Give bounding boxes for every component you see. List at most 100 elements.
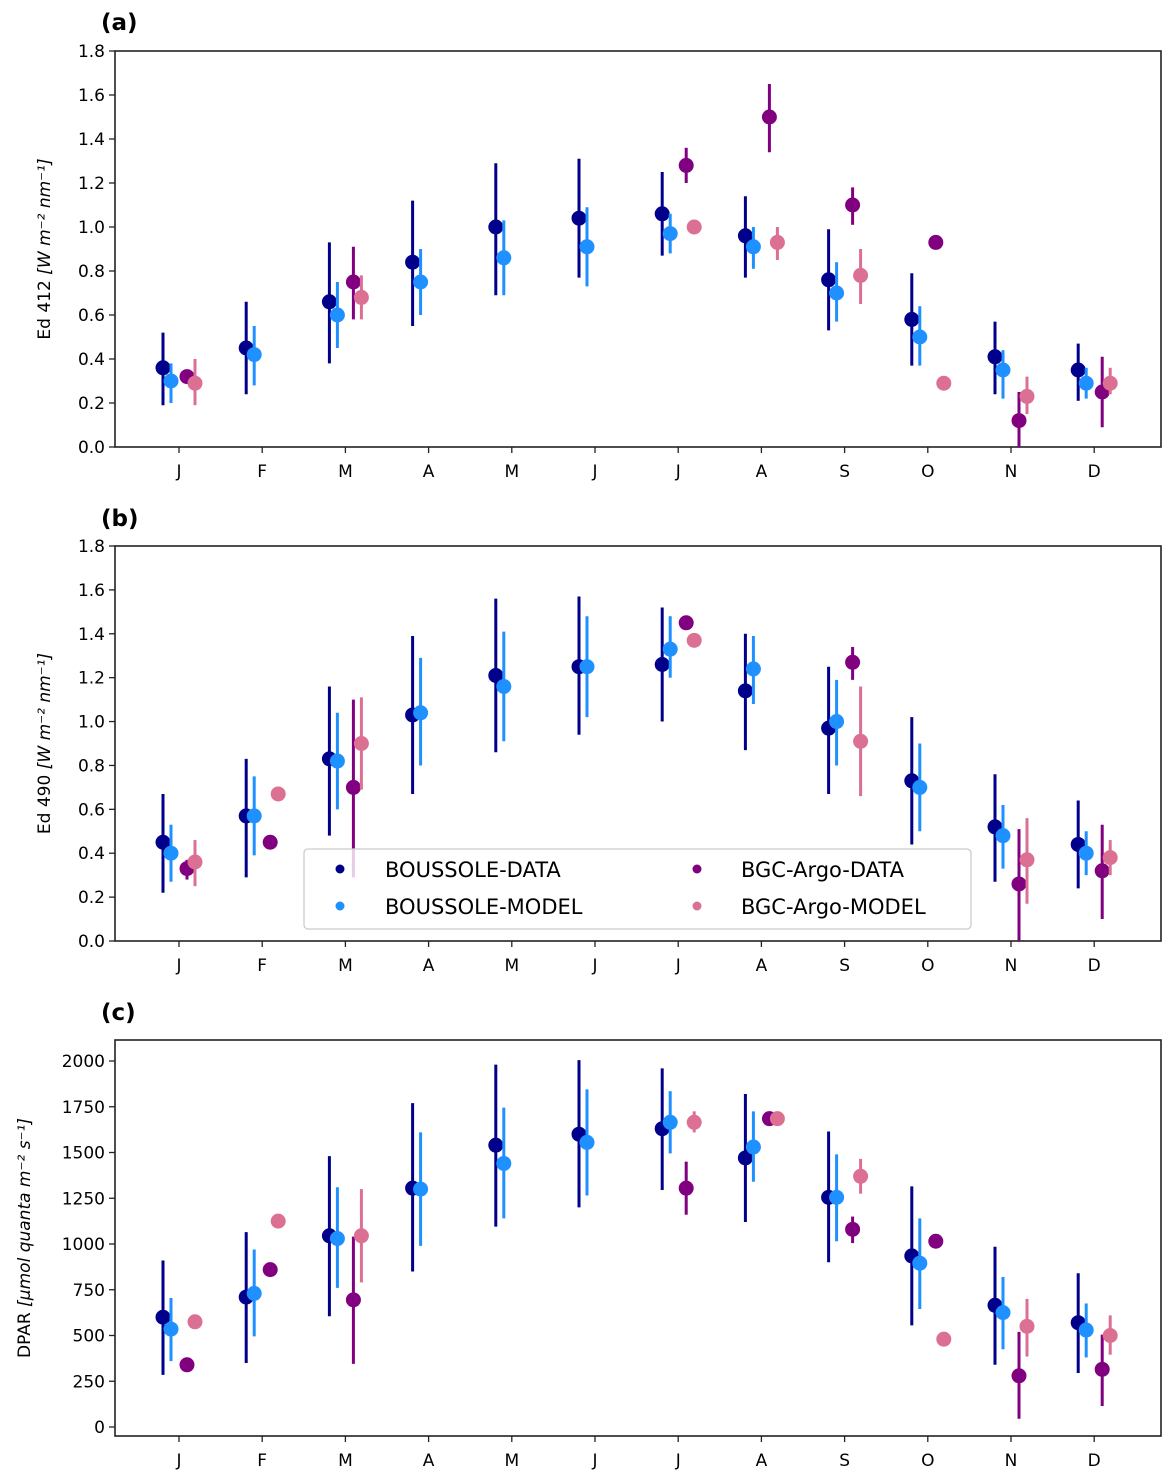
x-tick-label: M <box>338 956 353 976</box>
data-point <box>246 1285 262 1301</box>
x-tick-label: J <box>591 956 597 976</box>
data-point <box>155 1309 171 1325</box>
panel-label: (a) <box>101 10 138 36</box>
data-point <box>995 362 1011 378</box>
data-point <box>488 1137 504 1153</box>
y-tick-label: 500 <box>73 1327 105 1347</box>
y-axis-label: DPAR [µmol quanta m⁻² s⁻¹] <box>15 1118 35 1358</box>
data-point <box>845 197 861 213</box>
x-tick-label: D <box>1088 1451 1101 1471</box>
data-point <box>987 349 1003 365</box>
data-point <box>413 705 429 721</box>
axes-frame <box>114 1039 1162 1437</box>
data-point <box>1102 375 1118 391</box>
data-point <box>345 779 361 795</box>
y-tick-label: 1.0 <box>78 218 105 238</box>
data-point <box>853 267 869 283</box>
data-point <box>1019 852 1035 868</box>
series-argo-model <box>187 219 1118 414</box>
data-point <box>1019 1318 1035 1334</box>
data-point <box>745 239 761 255</box>
x-tick-label: A <box>423 462 435 482</box>
y-tick-label: 0.8 <box>78 262 105 282</box>
data-point <box>769 1111 785 1127</box>
y-tick-label: 1750 <box>62 1098 105 1118</box>
x-tick-label: O <box>921 462 934 482</box>
data-point <box>912 329 928 345</box>
data-point <box>155 834 171 850</box>
data-point <box>845 1221 861 1237</box>
y-tick-label: 1000 <box>62 1235 105 1255</box>
x-tick-label: A <box>423 956 435 976</box>
data-point <box>829 285 845 301</box>
y-tick-label: 1.6 <box>78 581 105 601</box>
data-point <box>329 307 345 323</box>
x-tick-label: J <box>591 1451 597 1471</box>
legend-marker-argo-data <box>692 864 702 874</box>
y-axis-label-main: Ed 412 <box>35 275 55 340</box>
x-tick-label: S <box>839 462 850 482</box>
data-point <box>1094 1361 1110 1377</box>
data-point <box>853 1168 869 1184</box>
data-point <box>654 657 670 672</box>
data-point <box>1102 850 1118 866</box>
data-point <box>678 1180 694 1196</box>
data-point <box>155 360 171 376</box>
data-point <box>912 1255 928 1271</box>
axes-frame <box>114 50 1162 448</box>
y-tick-label: 1.6 <box>78 86 105 106</box>
y-tick-label: 2000 <box>62 1052 105 1072</box>
x-tick-label: D <box>1088 462 1101 482</box>
data-point <box>1011 1368 1027 1384</box>
x-tick-label: A <box>756 1451 768 1471</box>
data-point <box>345 274 361 290</box>
y-tick-label: 1.8 <box>78 42 105 62</box>
data-point <box>1011 876 1027 892</box>
y-tick-label: 1.2 <box>78 669 105 689</box>
series-argo-model <box>187 1111 1118 1357</box>
data-point <box>662 226 678 242</box>
y-tick-label: 1.4 <box>78 625 105 645</box>
x-tick-label: M <box>504 1451 519 1471</box>
data-point <box>678 157 694 173</box>
x-tick-label: M <box>338 1451 353 1471</box>
data-point <box>353 736 369 751</box>
data-point <box>686 219 702 235</box>
data-point <box>405 254 421 270</box>
data-point <box>912 779 928 795</box>
legend-marker-argo-model <box>692 901 702 911</box>
data-point <box>179 1357 195 1373</box>
x-tick-label: J <box>175 462 181 482</box>
x-tick-label: N <box>1005 462 1018 482</box>
x-tick-label: M <box>338 462 353 482</box>
panel-label: (c) <box>101 1000 136 1026</box>
data-point <box>745 1139 761 1155</box>
y-tick-label: 0 <box>94 1418 105 1438</box>
data-point <box>270 1213 286 1229</box>
data-point <box>821 272 837 288</box>
data-point <box>995 1305 1011 1321</box>
y-tick-label: 1.0 <box>78 713 105 733</box>
data-point <box>246 347 262 363</box>
x-tick-label: N <box>1005 956 1018 976</box>
x-tick-label: D <box>1088 956 1101 976</box>
series-boussole-data <box>155 158 1086 406</box>
data-point <box>678 615 694 631</box>
data-point <box>488 219 504 235</box>
y-tick-label: 0.4 <box>78 350 105 370</box>
series-argo-data <box>179 1111 1110 1419</box>
x-tick-label: J <box>675 956 681 976</box>
data-point <box>329 753 345 769</box>
data-point <box>496 678 512 694</box>
y-tick-label: 0.6 <box>78 306 105 326</box>
legend-label: BOUSSOLE-DATA <box>385 858 561 882</box>
data-point <box>1070 362 1086 378</box>
y-axis-label-units: [W m⁻² nm⁻¹] <box>35 158 55 274</box>
series-boussole-model <box>163 616 1094 882</box>
y-axis-label: Ed 412 [W m⁻² nm⁻¹] <box>35 158 55 339</box>
data-point <box>737 683 753 699</box>
x-tick-label: S <box>839 1451 850 1471</box>
data-point <box>686 1114 702 1130</box>
y-axis-label-main: Ed 490 <box>35 769 55 834</box>
data-point <box>163 1321 179 1337</box>
